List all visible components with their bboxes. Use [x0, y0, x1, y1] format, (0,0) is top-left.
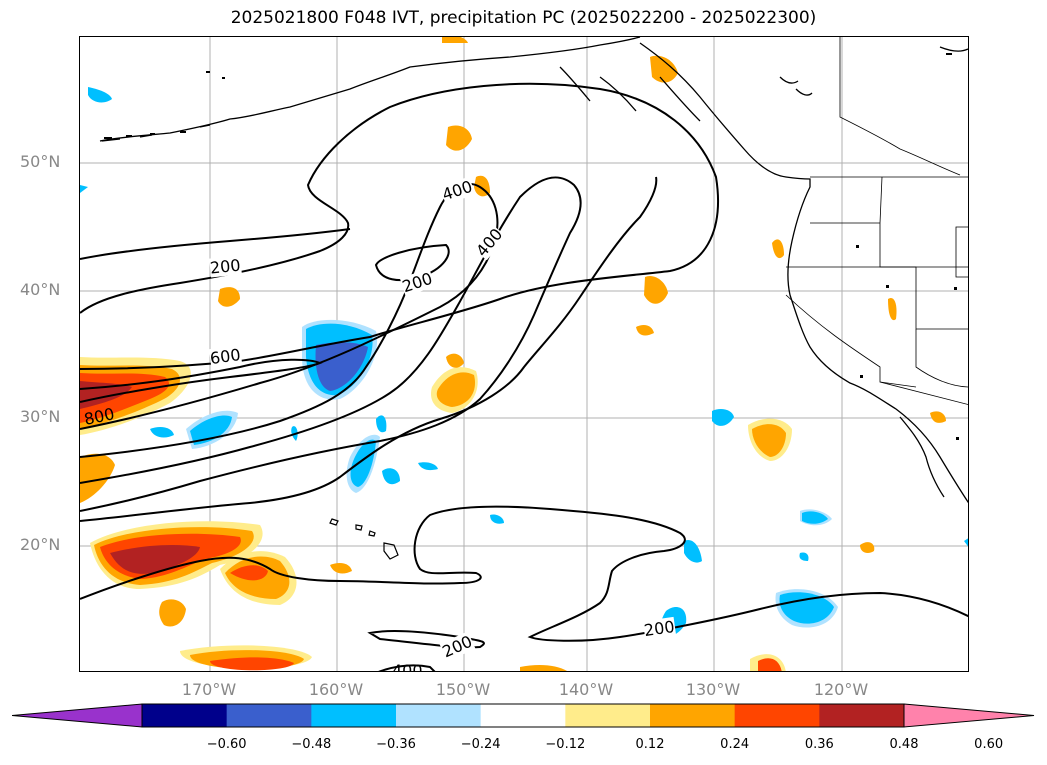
colorbar-bin	[819, 704, 905, 727]
lon-label: 150°W	[435, 680, 491, 699]
colorbar-segments	[12, 703, 1035, 728]
colorbar-bin	[142, 704, 228, 727]
colorbar-bin	[650, 704, 736, 727]
colorbar-tick: −0.48	[291, 737, 332, 752]
lon-label: 120°W	[813, 680, 869, 699]
lon-label: 160°W	[308, 680, 364, 699]
map-panel: 200 200 400 400 600 800 200 200 400	[79, 36, 969, 672]
coastlines	[99, 37, 968, 504]
colorbar-tick: −0.24	[460, 737, 501, 752]
contour-label: 200	[209, 255, 242, 278]
lat-label: 20°N	[20, 535, 61, 554]
lat-label: 30°N	[20, 407, 61, 426]
colorbar-tick: −0.60	[206, 737, 247, 752]
lon-label: 140°W	[558, 680, 614, 699]
colorbar-extend-low	[12, 703, 143, 728]
colorbar-bin	[226, 704, 312, 727]
political-borders	[785, 37, 968, 405]
colorbar-tick: 0.24	[720, 737, 750, 752]
map-canvas	[80, 37, 968, 671]
precip-negative-fills	[80, 87, 968, 637]
colorbar-bin	[734, 704, 820, 727]
colorbar-bin	[396, 704, 482, 727]
map-title: 2025021800 F048 IVT, precipitation PC (2…	[230, 8, 817, 28]
lat-label: 40°N	[20, 280, 61, 299]
colorbar-tick: 0.12	[635, 737, 665, 752]
lon-label: 170°W	[181, 680, 237, 699]
ivt-contours	[80, 82, 968, 671]
colorbar-tick: −0.36	[376, 737, 416, 752]
lon-label: 130°W	[685, 680, 741, 699]
aleutian-islands	[104, 53, 959, 440]
colorbar-extend-high	[903, 703, 1035, 728]
colorbar-tick: 0.36	[804, 737, 834, 752]
colorbar	[12, 703, 1035, 728]
hawaiian-islands	[329, 518, 399, 560]
contour-label: 400	[392, 661, 423, 672]
colorbar-tick: 0.48	[889, 737, 919, 752]
colorbar-bin	[311, 704, 397, 727]
colorbar-tick: −0.12	[545, 737, 586, 752]
colorbar-bin	[565, 704, 651, 727]
lat-label: 50°N	[20, 152, 61, 171]
colorbar-tick: 0.60	[974, 737, 1004, 752]
colorbar-bin	[480, 704, 566, 727]
precip-positive-fills	[80, 37, 946, 671]
